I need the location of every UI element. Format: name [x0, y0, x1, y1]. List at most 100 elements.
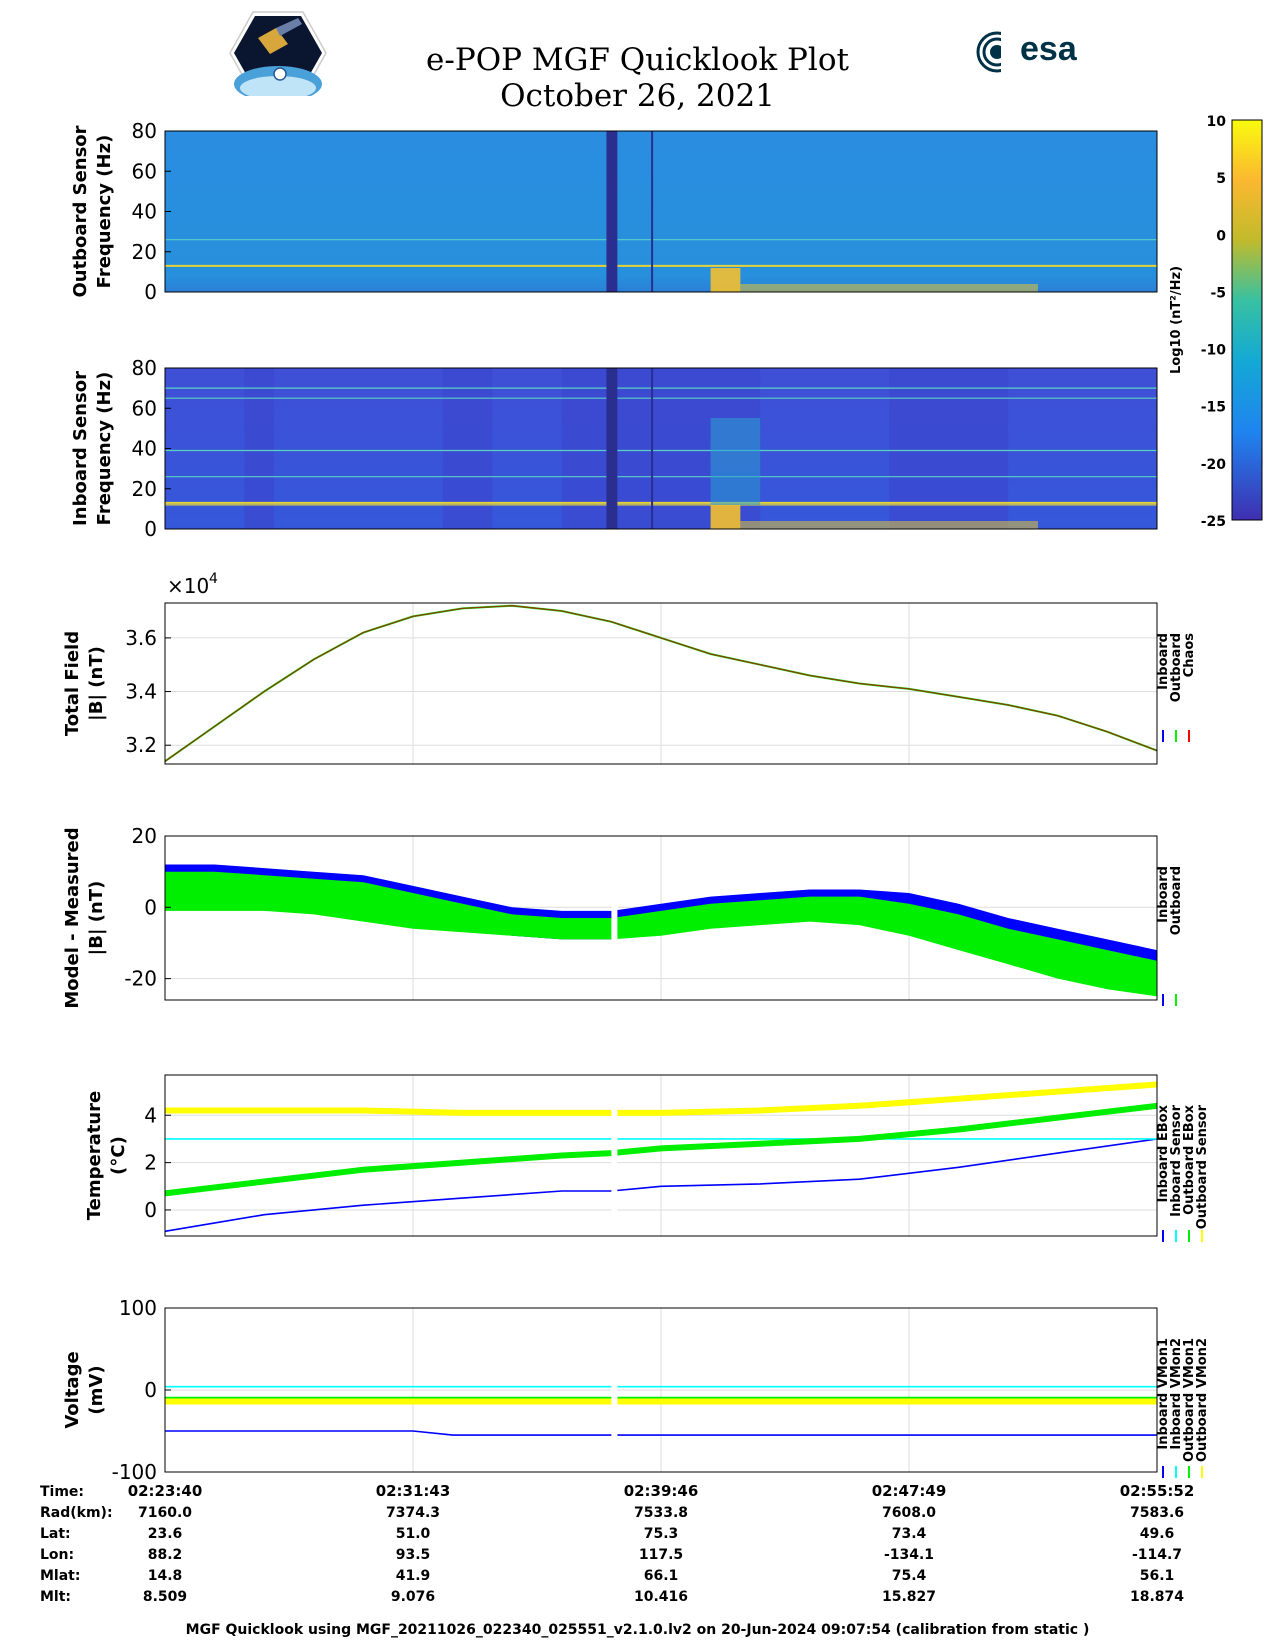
legend-label: Inboard	[1156, 633, 1171, 690]
data-gap	[651, 368, 654, 529]
ytick-label: 3.6	[125, 626, 157, 650]
ytick-label: 60	[132, 159, 157, 183]
ephemeris-value: 51.0	[396, 1526, 431, 1542]
legend-entry: Inboard EBox	[1156, 1104, 1171, 1202]
ephemeris-row-label: Rad(km):	[40, 1505, 113, 1521]
legend-label: Inboard EBox	[1156, 1104, 1171, 1202]
ephemeris-value: 7533.8	[634, 1505, 688, 1521]
axes-frame-3	[164, 835, 1158, 1001]
ephemeris-value: 75.3	[644, 1526, 679, 1542]
data-gap	[611, 1085, 618, 1226]
ytick-label: 60	[132, 396, 157, 420]
ephemeris-value: 117.5	[639, 1547, 683, 1563]
ephemeris-value: 18.874	[1130, 1589, 1184, 1605]
legend-entry: Outboard EBox	[1182, 1104, 1197, 1214]
ylabel-panel-0: Outboard Sensor Frequency (Hz)	[70, 125, 115, 297]
legend-entry: Inboard	[1156, 866, 1171, 923]
spectrogram-background	[165, 131, 1157, 292]
ytick-label: 0	[144, 517, 157, 541]
legend-entry: Chaos	[1182, 633, 1197, 677]
activity-burst	[710, 505, 741, 529]
colorbar-label: Log10 (nT²/Hz)	[1169, 266, 1184, 374]
ylabel-panel-1: Inboard Sensor Frequency (Hz)	[70, 371, 115, 526]
ylabel-line1: Voltage	[62, 1351, 83, 1428]
ephemeris-row-label: Mlat:	[40, 1568, 80, 1584]
ephemeris-row-label: Time:	[40, 1484, 84, 1500]
ytick-label: 4	[144, 1103, 157, 1127]
ytick-label: 40	[132, 437, 157, 461]
ylabel-line2: Frequency (Hz)	[94, 372, 115, 526]
series-line-outboard-sensor	[165, 1081, 1158, 1116]
ylabel-line2: (°C)	[108, 1136, 129, 1175]
colorbar-label-group: Log10 (nT²/Hz)	[1169, 266, 1184, 374]
ephemeris-value: 7160.0	[138, 1505, 192, 1521]
ephemeris-value: 9.076	[391, 1589, 435, 1605]
ylabel-line1: Inboard Sensor	[70, 371, 91, 526]
ephemeris-row-label: Mlt:	[40, 1589, 71, 1605]
colorbar	[1231, 119, 1263, 521]
ephemeris-value: -134.1	[884, 1547, 934, 1563]
colorbar-tick-label: -5	[1210, 285, 1226, 301]
ytick-label: -100	[112, 1460, 157, 1484]
ytick-label: 40	[132, 200, 157, 224]
ytick-label: 100	[119, 1296, 157, 1320]
legend-label: Chaos	[1182, 633, 1197, 677]
series-line-inboard-vmon1	[165, 1430, 1157, 1436]
plot-title: e-POP MGF Quicklook Plot	[426, 42, 849, 78]
ephemeris-value: 7374.3	[386, 1505, 440, 1521]
activity-band	[740, 284, 1038, 292]
ytick-label: 0	[144, 1198, 157, 1222]
activity-band	[740, 521, 1038, 529]
ephemeris-value: 02:55:52	[1120, 1482, 1195, 1500]
ephemeris-value: 49.6	[1140, 1526, 1175, 1542]
series-line-outboard-ebox	[164, 1102, 1158, 1197]
plot-date: October 26, 2021	[500, 78, 775, 114]
ephemeris-value: 10.416	[634, 1589, 688, 1605]
legend-label: Outboard Sensor	[1195, 1104, 1210, 1229]
ephemeris-value: 73.4	[892, 1526, 927, 1542]
footer-caption: MGF Quicklook using MGF_20211026_022340_…	[185, 1622, 1090, 1638]
ytick-label: 80	[132, 119, 157, 143]
esa-logo	[975, 30, 1095, 75]
colorbar-tick-label: 5	[1216, 171, 1226, 187]
ephemeris-value: 75.4	[892, 1568, 927, 1584]
legend-entry: Inboard	[1156, 633, 1171, 690]
legend-label: Outboard VMon1	[1182, 1338, 1197, 1462]
data-gap	[611, 1318, 618, 1462]
series-line-chaos	[164, 605, 1158, 762]
cassiope-logo	[228, 10, 328, 102]
data-gap	[611, 866, 618, 970]
ytick-label: 20	[132, 240, 157, 264]
ephemeris-value: 56.1	[1140, 1568, 1175, 1584]
ylabel-panel-2: Total Field |B| (nT)	[62, 631, 107, 736]
ytick-label: 0	[144, 280, 157, 304]
data-gap	[606, 368, 618, 529]
legend-label: Outboard VMon2	[1195, 1338, 1210, 1462]
data-gap	[651, 131, 654, 292]
legend-entry: Inboard Sensor	[1169, 1104, 1184, 1216]
ephemeris-value: 15.827	[882, 1589, 936, 1605]
legend-entry: Inboard VMon1	[1156, 1338, 1171, 1450]
ylabel-panel-5: Voltage (mV)	[62, 1351, 107, 1428]
colorbar-tick-label: -20	[1201, 457, 1227, 473]
legend-entry: Outboard Sensor	[1195, 1104, 1210, 1229]
legend-entry: Inboard VMon2	[1169, 1338, 1184, 1450]
data-gap	[606, 131, 618, 292]
colorbar-tick-label: -10	[1201, 343, 1227, 359]
ephemeris-value: 23.6	[148, 1526, 183, 1542]
ephemeris-value: 41.9	[396, 1568, 431, 1584]
activity-column	[710, 418, 761, 505]
esa-logo-text: esa	[1020, 30, 1077, 68]
axis-multiplier-exponent: 4	[209, 571, 218, 587]
ephemeris-value: 93.5	[396, 1547, 431, 1563]
legend-entry: Outboard VMon2	[1195, 1338, 1210, 1462]
ylabel-line2: |B| (nT)	[86, 646, 107, 721]
axes-frame-2	[164, 602, 1158, 765]
ephemeris-value: 02:47:49	[872, 1482, 947, 1500]
ephemeris-value: 14.8	[148, 1568, 183, 1584]
legend-label: Inboard VMon1	[1156, 1338, 1171, 1450]
ephemeris-value: 7608.0	[882, 1505, 936, 1521]
ytick-label: 3.2	[125, 733, 157, 757]
colorbar-tick-label: -15	[1201, 400, 1226, 416]
